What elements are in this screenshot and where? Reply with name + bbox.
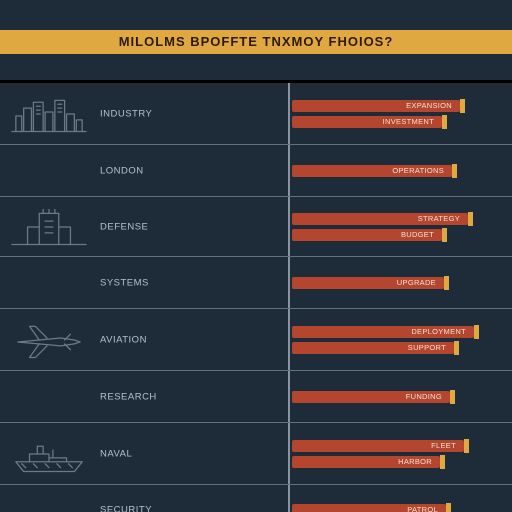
bar-label: EXPANSION xyxy=(400,101,452,110)
ship-icon xyxy=(10,434,88,474)
rows-area: INDUSTRY EXPANSION INVESTMENT LONDON OPERATI… xyxy=(0,80,512,512)
header-band: MILOLMS BPOFFTE TNXMOY FHOIOS? xyxy=(0,30,512,54)
row-label: SECURITY xyxy=(100,504,152,512)
bar-label: STRATEGY xyxy=(412,214,460,223)
row-label: AVIATION xyxy=(100,334,147,345)
bar-label: INVESTMENT xyxy=(377,117,434,126)
data-bar: UPGRADE xyxy=(292,277,444,289)
plane-icon xyxy=(10,320,88,360)
data-row: DEFENSE STRATEGY BUDGET xyxy=(0,196,512,256)
bar-stack: OPERATIONS xyxy=(292,165,452,177)
tower-icon xyxy=(10,207,88,247)
bar-cap xyxy=(460,99,465,113)
row-label: RESEARCH xyxy=(100,391,157,402)
row-label: SYSTEMS xyxy=(100,277,149,288)
data-bar: SUPPORT xyxy=(292,342,454,354)
data-bar: OPERATIONS xyxy=(292,165,452,177)
infographic-page: MILOLMS BPOFFTE TNXMOY FHOIOS? INDUSTRY E… xyxy=(0,0,512,512)
bar-cap xyxy=(452,164,457,178)
bar-stack: STRATEGY BUDGET xyxy=(292,213,468,241)
data-bar: INVESTMENT xyxy=(292,116,442,128)
data-bar: PATROL xyxy=(292,504,446,512)
bar-label: SUPPORT xyxy=(402,343,446,352)
bar-cap xyxy=(446,503,451,512)
bar-stack: FLEET HARBOR xyxy=(292,440,464,468)
data-bar: DEPLOYMENT xyxy=(292,326,474,338)
data-bar: HARBOR xyxy=(292,456,440,468)
bar-label: UPGRADE xyxy=(391,278,436,287)
row-label: NAVAL xyxy=(100,448,132,459)
bar-cap xyxy=(454,341,459,355)
bar-cap xyxy=(442,228,447,242)
data-row: NAVAL FLEET HARBOR xyxy=(0,422,512,484)
data-row: SECURITY PATROL xyxy=(0,484,512,512)
data-row: AVIATION DEPLOYMENT SUPPORT xyxy=(0,308,512,370)
bar-cap xyxy=(442,115,447,129)
data-bar: FLEET xyxy=(292,440,464,452)
bar-label: FLEET xyxy=(425,441,456,450)
bar-label: HARBOR xyxy=(392,457,432,466)
row-label: DEFENSE xyxy=(100,221,148,232)
header-title: MILOLMS BPOFFTE TNXMOY FHOIOS? xyxy=(119,34,394,49)
row-label: LONDON xyxy=(100,165,144,176)
bar-label: PATROL xyxy=(401,505,438,512)
row-label: INDUSTRY xyxy=(100,108,152,119)
data-bar: BUDGET xyxy=(292,229,442,241)
data-bar: FUNDING xyxy=(292,391,450,403)
data-bar: EXPANSION xyxy=(292,100,460,112)
bar-stack: UPGRADE xyxy=(292,277,444,289)
bar-cap xyxy=(474,325,479,339)
bar-cap xyxy=(440,455,445,469)
bar-stack: FUNDING xyxy=(292,391,450,403)
bar-label: FUNDING xyxy=(400,392,442,401)
bar-stack: EXPANSION INVESTMENT xyxy=(292,100,460,128)
bar-cap xyxy=(468,212,473,226)
bar-cap xyxy=(444,276,449,290)
bar-cap xyxy=(464,439,469,453)
bar-cap xyxy=(450,390,455,404)
bar-label: OPERATIONS xyxy=(386,166,444,175)
bar-label: DEPLOYMENT xyxy=(405,327,466,336)
skyline-icon xyxy=(10,94,88,134)
data-row: SYSTEMS UPGRADE xyxy=(0,256,512,308)
data-row: INDUSTRY EXPANSION INVESTMENT xyxy=(0,80,512,144)
bar-stack: DEPLOYMENT SUPPORT xyxy=(292,326,474,354)
bar-stack: PATROL xyxy=(292,504,446,512)
data-row: RESEARCH FUNDING xyxy=(0,370,512,422)
bar-label: BUDGET xyxy=(395,230,434,239)
data-bar: STRATEGY xyxy=(292,213,468,225)
data-row: LONDON OPERATIONS xyxy=(0,144,512,196)
